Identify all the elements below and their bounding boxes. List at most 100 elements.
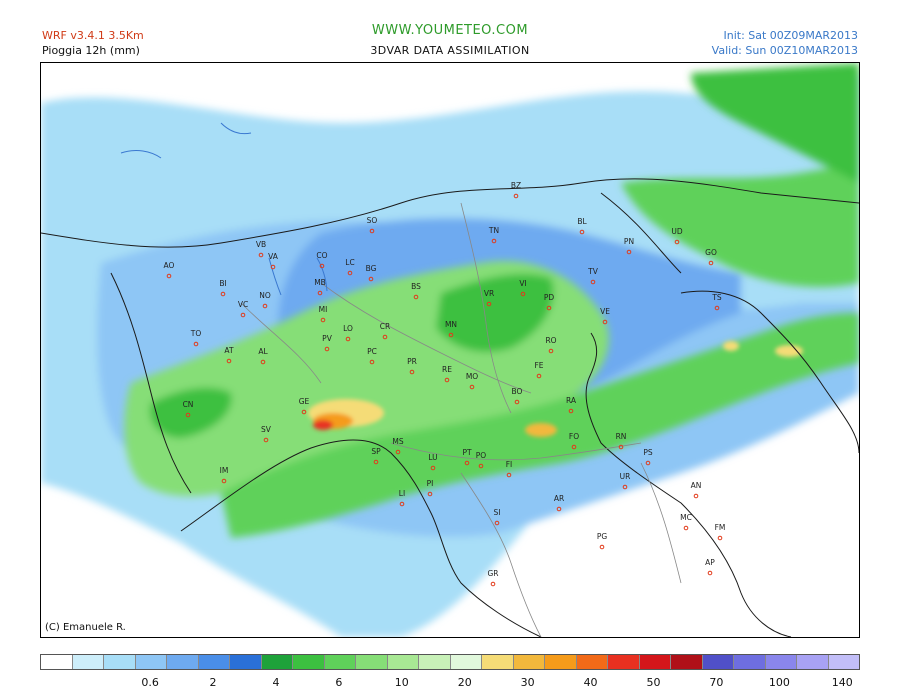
city-marker-no: NO xyxy=(259,291,271,309)
city-marker-po: PO xyxy=(476,451,486,469)
legend-swatch xyxy=(104,655,136,669)
legend-swatch xyxy=(72,655,104,669)
city-label: NO xyxy=(259,291,271,300)
city-dot xyxy=(683,525,689,531)
init-time: Init: Sat 00Z09MAR2013 xyxy=(723,29,858,42)
city-marker-mn: MN xyxy=(445,320,457,338)
assimilation-label: 3DVAR DATA ASSIMILATION xyxy=(370,44,530,57)
city-label: CR xyxy=(380,322,390,331)
legend-label: 100 xyxy=(768,676,790,689)
city-marker-pr: PR xyxy=(407,357,417,375)
legend-swatch xyxy=(419,655,451,669)
city-label: VE xyxy=(600,307,610,316)
city-dot xyxy=(514,399,520,405)
city-marker-pc: PC xyxy=(367,347,377,365)
city-dot xyxy=(369,228,375,234)
city-label: SV xyxy=(261,425,272,434)
city-marker-ra: RA xyxy=(566,396,577,414)
city-dot xyxy=(226,358,232,364)
city-dot xyxy=(193,341,199,347)
city-marker-an: AN xyxy=(691,481,701,499)
city-marker-ts: TS xyxy=(711,293,722,311)
city-label: VB xyxy=(256,240,266,249)
city-dot xyxy=(486,301,492,307)
city-label: RN xyxy=(616,432,627,441)
city-label: AT xyxy=(224,346,234,355)
city-dot xyxy=(263,437,269,443)
legend-swatch xyxy=(387,655,419,669)
city-marker-vc: VC xyxy=(238,300,248,318)
city-marker-ar: AR xyxy=(554,494,564,512)
city-label: SP xyxy=(371,447,381,456)
city-dot xyxy=(368,276,374,282)
city-dot xyxy=(645,460,651,466)
legend-swatch xyxy=(608,655,640,669)
city-dot xyxy=(373,459,379,465)
city-label: AL xyxy=(258,347,268,356)
city-dot xyxy=(602,319,608,325)
city-label: LO xyxy=(343,324,353,333)
city-marker-ve: VE xyxy=(600,307,610,325)
city-dot xyxy=(240,312,246,318)
city-marker-fm: FM xyxy=(715,523,725,541)
valid-time: Valid: Sun 00Z10MAR2013 xyxy=(711,44,858,57)
city-marker-ge: GE xyxy=(299,397,310,415)
city-marker-ap: AP xyxy=(705,558,715,576)
city-dot xyxy=(395,449,401,455)
precip-intense-layer xyxy=(308,341,803,437)
city-label: VR xyxy=(484,289,494,298)
city-label: BO xyxy=(512,387,523,396)
city-marker-co: CO xyxy=(316,251,328,269)
legend-swatch xyxy=(576,655,608,669)
city-dot xyxy=(258,252,264,258)
city-marker-ur: UR xyxy=(620,472,630,490)
city-marker-bg: BG xyxy=(366,264,377,282)
legend-swatch xyxy=(261,655,293,669)
legend-swatch xyxy=(41,655,73,669)
city-marker-cn: CN xyxy=(183,400,193,418)
legend-label: 40 xyxy=(583,676,598,689)
city-marker-ps: PS xyxy=(643,448,653,466)
legend-swatch xyxy=(702,655,734,669)
legend-label: 0.6 xyxy=(141,676,159,689)
city-label: BI xyxy=(219,279,226,288)
city-marker-pg: PG xyxy=(597,532,607,550)
legend-swatch xyxy=(734,655,766,669)
legend-swatch xyxy=(545,655,577,669)
city-label: TS xyxy=(711,293,722,302)
city-dot xyxy=(464,460,470,466)
city-marker-mb: MB xyxy=(314,278,326,296)
city-label: MS xyxy=(392,437,403,446)
model-label: WRF v3.4.1 3.5Km xyxy=(42,29,144,42)
city-label: GR xyxy=(487,569,498,578)
city-marker-im: IM xyxy=(220,466,228,484)
legend-colorbar xyxy=(40,654,860,670)
city-dot xyxy=(520,291,526,297)
legend-label: 6 xyxy=(335,676,343,689)
region-borders xyxy=(240,202,682,637)
city-marker-rn: RN xyxy=(616,432,627,450)
city-dot xyxy=(317,290,323,296)
city-marker-ms: MS xyxy=(392,437,404,455)
city-dot xyxy=(546,305,552,311)
city-dot xyxy=(717,535,723,541)
city-dot xyxy=(513,193,519,199)
city-label: AP xyxy=(705,558,715,567)
city-dot xyxy=(369,359,375,365)
city-dot xyxy=(444,377,450,383)
city-dot xyxy=(494,520,500,526)
city-dot xyxy=(324,346,330,352)
city-label: GE xyxy=(299,397,310,406)
city-label: TN xyxy=(488,226,499,235)
city-label: CO xyxy=(316,251,327,260)
legend-swatch xyxy=(639,655,671,669)
city-dot xyxy=(490,581,496,587)
legend-label: 20 xyxy=(457,676,472,689)
city-marker-bo: BO xyxy=(512,387,523,405)
city-marker-to: TO xyxy=(190,329,201,347)
city-dot xyxy=(491,238,497,244)
city-marker-fi: FI xyxy=(506,460,512,478)
city-dot xyxy=(622,484,628,490)
city-dot xyxy=(166,273,172,279)
city-label: PR xyxy=(407,357,417,366)
